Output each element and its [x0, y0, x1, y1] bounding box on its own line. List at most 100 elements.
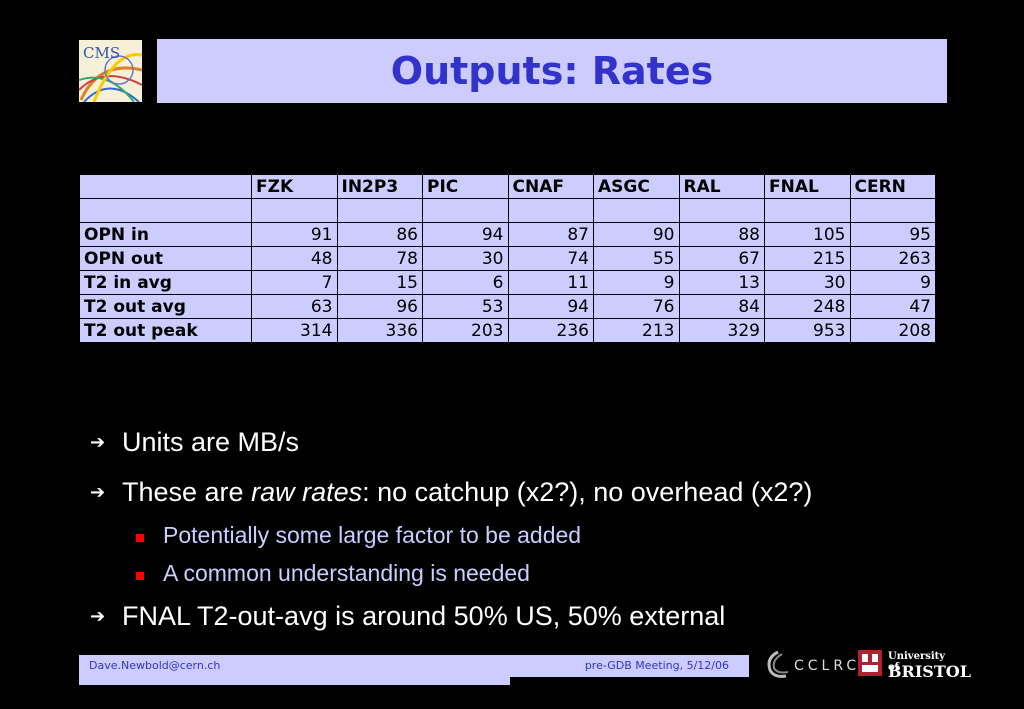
bristol-logo-line2: BRISTOL — [888, 662, 971, 681]
table-cell: 203 — [422, 318, 509, 343]
table-cell: 6 — [422, 270, 509, 295]
table-cell: 96 — [336, 294, 423, 319]
bullet-raw-rates-prefix: These are — [122, 477, 252, 507]
row-label: OPN out — [79, 246, 252, 271]
table-cell: 76 — [593, 294, 680, 319]
table-cell: 30 — [422, 246, 509, 271]
sub-bullet-understanding: A common understanding is needed — [163, 560, 530, 586]
table-cell: 215 — [764, 246, 851, 271]
table-cell: 86 — [336, 222, 423, 247]
cms-logo-graphic — [79, 40, 142, 102]
table-cell: 9 — [849, 270, 936, 295]
arrow-bullet-icon: ➔ — [90, 482, 106, 503]
column-header: IN2P3 — [336, 174, 423, 199]
table-cell: 87 — [507, 222, 594, 247]
table-cell: 53 — [422, 294, 509, 319]
column-header: ASGC — [593, 174, 680, 199]
rates-table: FZK IN2P3 PIC CNAF ASGC RAL FNAL CERN OP… — [79, 174, 936, 343]
table-header-row: FZK IN2P3 PIC CNAF ASGC RAL FNAL CERN — [79, 174, 936, 199]
table-row: T2 in avg 7 15 6 11 9 13 30 9 — [79, 270, 936, 295]
cclrc-logo-text: CCLRC — [794, 658, 861, 674]
table-cell: 30 — [764, 270, 851, 295]
footer-bar: Dave.Newbold@cern.ch pre-GDB Meeting, 5/… — [79, 655, 749, 677]
table-cell: 63 — [251, 294, 338, 319]
footer-email: Dave.Newbold@cern.ch — [89, 659, 221, 672]
cclrc-logo: CCLRC — [764, 648, 856, 682]
table-row: OPN out 48 78 30 74 55 67 215 263 — [79, 246, 936, 271]
table-cell: 336 — [336, 318, 423, 343]
empty-cell — [849, 198, 936, 223]
square-bullet-icon — [136, 534, 144, 542]
empty-cell — [336, 198, 423, 223]
table-cell: 236 — [507, 318, 594, 343]
column-header: RAL — [678, 174, 765, 199]
table-cell: 78 — [336, 246, 423, 271]
table-cell: 15 — [336, 270, 423, 295]
table-cell: 953 — [764, 318, 851, 343]
cclrc-swirl-icon — [767, 650, 789, 678]
empty-cell — [422, 198, 509, 223]
bristol-logo: University of BRISTOL — [856, 648, 971, 682]
slide-title: Outputs: Rates — [390, 49, 714, 93]
table-row: T2 out peak 314 336 203 236 213 329 953 … — [79, 318, 936, 343]
empty-cell — [79, 198, 252, 223]
table-cell: 314 — [251, 318, 338, 343]
footer-bar-lower — [79, 677, 510, 685]
table-cell: 47 — [849, 294, 936, 319]
table-cell: 90 — [593, 222, 680, 247]
sub-bullet-factor: Potentially some large factor to be adde… — [163, 522, 582, 548]
row-label: T2 out avg — [79, 294, 252, 319]
table-cell: 91 — [251, 222, 338, 247]
column-header: FZK — [251, 174, 338, 199]
table-cell: 213 — [593, 318, 680, 343]
table-row: OPN in 91 86 94 87 90 88 105 95 — [79, 222, 936, 247]
bristol-logo-line1: University of — [888, 651, 946, 673]
bullet-raw-rates-suffix: : no catchup (x2?), no overhead (x2?) — [362, 477, 813, 507]
table-cell: 11 — [507, 270, 594, 295]
column-header: FNAL — [764, 174, 851, 199]
row-label: T2 out peak — [79, 318, 252, 343]
bullet-fnal: FNAL T2-out-avg is around 50% US, 50% ex… — [122, 601, 726, 631]
table-cell: 88 — [678, 222, 765, 247]
cms-logo-text: CMS — [83, 44, 121, 62]
empty-cell — [593, 198, 680, 223]
table-row: T2 out avg 63 96 53 94 76 84 248 47 — [79, 294, 936, 319]
table-cell: 9 — [593, 270, 680, 295]
arrow-bullet-icon: ➔ — [90, 606, 106, 627]
table-cell: 329 — [678, 318, 765, 343]
table-cell: 48 — [251, 246, 338, 271]
bullet-units: Units are MB/s — [122, 427, 300, 457]
footer-meeting: pre-GDB Meeting, 5/12/06 — [584, 659, 729, 672]
square-bullet-icon — [136, 572, 144, 580]
table-cell: 94 — [422, 222, 509, 247]
row-label: T2 in avg — [79, 270, 252, 295]
empty-cell — [764, 198, 851, 223]
table-cell: 55 — [593, 246, 680, 271]
table-cell: 13 — [678, 270, 765, 295]
bullet-raw-rates: These are raw rates: no catchup (x2?), n… — [122, 477, 812, 508]
bullet-raw-rates-italic: raw rates — [251, 477, 363, 507]
table-cell: 74 — [507, 246, 594, 271]
table-cell: 67 — [678, 246, 765, 271]
title-bar: Outputs: Rates — [157, 39, 947, 103]
table-cell: 95 — [849, 222, 936, 247]
table-cell: 248 — [764, 294, 851, 319]
table-empty-row — [79, 198, 936, 223]
arrow-bullet-icon: ➔ — [90, 432, 106, 453]
empty-cell — [251, 198, 338, 223]
table-cell: 7 — [251, 270, 338, 295]
table-cell: 105 — [764, 222, 851, 247]
column-header: CNAF — [507, 174, 594, 199]
table-corner-cell — [79, 174, 252, 199]
table-cell: 94 — [507, 294, 594, 319]
empty-cell — [678, 198, 765, 223]
row-label: OPN in — [79, 222, 252, 247]
column-header: CERN — [849, 174, 936, 199]
table-cell: 84 — [678, 294, 765, 319]
empty-cell — [507, 198, 594, 223]
cms-logo: CMS — [79, 40, 142, 102]
column-header: PIC — [422, 174, 509, 199]
table-cell: 263 — [849, 246, 936, 271]
table-cell: 208 — [849, 318, 936, 343]
bristol-crest-icon — [858, 650, 882, 676]
